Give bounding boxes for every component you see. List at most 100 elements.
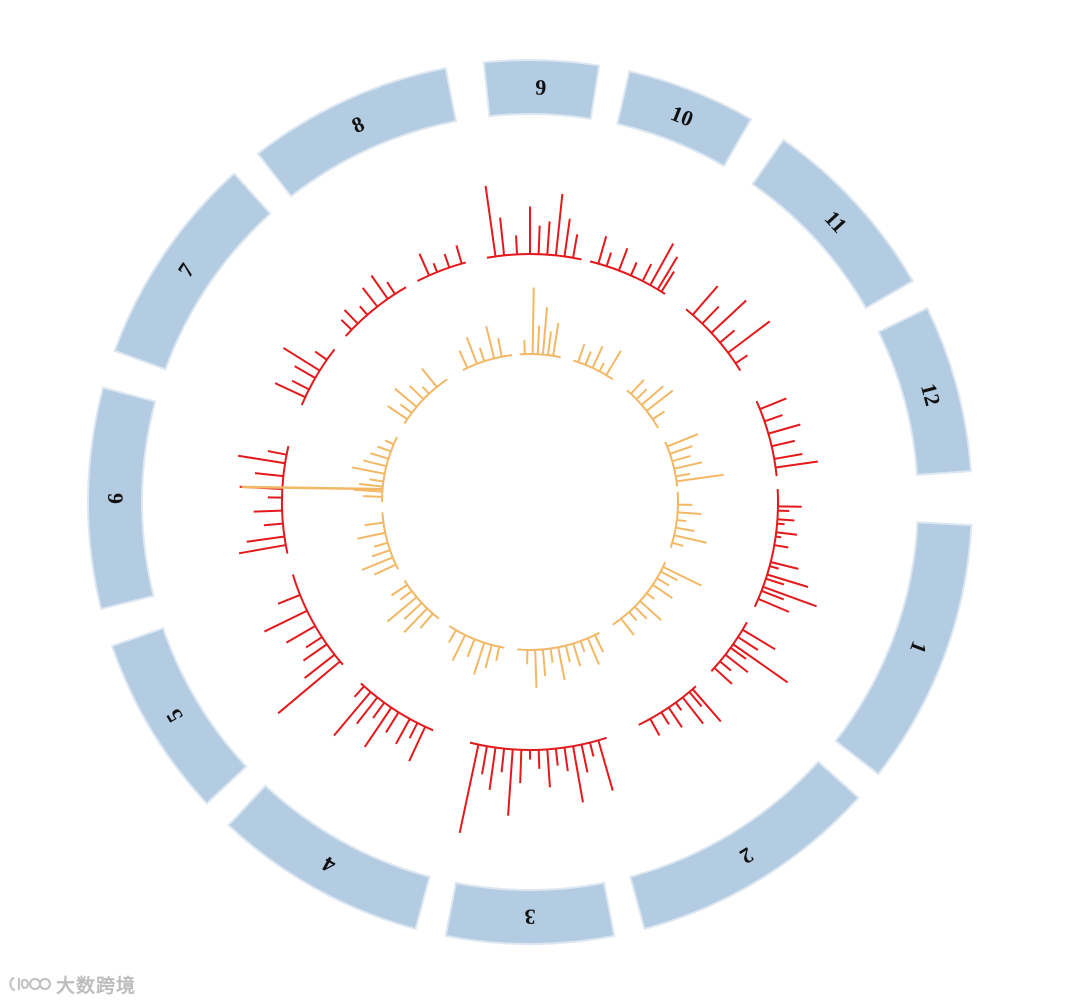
outer-track-baseline-arc [360,682,434,732]
outer-track-bar [238,544,286,555]
outer-track-bar [776,531,798,536]
inner-track-bar [646,592,655,600]
inner-track-bar [403,607,428,634]
inner-track-bar [675,472,690,478]
inner-track-bar [598,362,605,372]
outer-track-bar [363,707,393,748]
outer-track-bar [507,749,514,816]
outer-track-bar [572,234,579,258]
outer-track-bar [285,625,316,644]
segment-label: 3 [525,905,536,930]
outer-track-bar [776,522,785,526]
outer-track-bar [660,711,670,725]
outer-track-bar [774,453,803,460]
outer-track-bar [605,252,612,267]
outer-track-bar [688,691,703,708]
segment-label: 6 [102,493,127,504]
inner-track-bar [593,634,605,653]
segment-band [227,784,431,931]
outer-track-bar [691,688,722,723]
outer-track-bar [757,597,790,613]
outer-track-bar [710,299,747,334]
inner-track-bar [369,478,384,483]
outer-track-bar [519,749,523,784]
outer-track-bar [488,747,497,791]
inner-track-bar [577,343,586,363]
inner-track-bar [458,350,469,369]
chromosome-segment-10: 10 [616,70,753,168]
inner-track-bar [373,563,397,576]
segment-label: 9 [535,75,547,100]
inner-track-bar [466,638,476,658]
outer-track-bar [294,365,316,379]
outer-track-bar [617,247,629,271]
inner-track-baseline-arc [572,359,614,381]
outer-track-bar [277,660,341,715]
outer-track-bar [254,472,284,478]
inner-track-bar [387,405,408,421]
inner-track-bar [628,611,638,622]
inner-track [351,287,724,688]
outer-track-bar [305,636,323,649]
inner-track-bar [484,644,493,669]
inner-track-baseline-arc [381,512,400,570]
inner-track-baseline-arc [462,354,513,372]
outer-track-bar [724,653,749,674]
inner-track-bar [451,634,467,662]
outer-track-bar [333,691,372,737]
inner-track-bar [497,337,503,357]
outer-track-bar [691,285,719,316]
outer-track-bar [408,726,427,762]
outer-track-bar [385,711,400,733]
chromosome-segment-12: 12 [877,306,972,477]
outer-track-bar [768,423,801,435]
inner-track-bar [666,433,699,448]
outer-track-baseline-arc [291,574,344,666]
outer-track-baseline-arc [469,736,607,751]
chromosome-segment-4: 4 [227,784,431,931]
segment-band [751,138,915,310]
inner-track-bar [399,403,413,414]
inner-track-bar [495,646,501,661]
inner-track-bar [630,379,645,395]
outer-track-bar [481,746,488,775]
outer-track-bar [554,193,564,256]
outer-track-baseline-arc [753,488,779,608]
segment-band [834,521,973,776]
outer-track-bar [766,573,809,588]
inner-track-bar [364,521,384,527]
outer-track-bar [274,382,306,399]
spike-line [241,485,383,491]
inner-track-bar [633,605,648,620]
inner-track-bar [584,351,592,366]
outer-track-bar [537,749,541,769]
inner-track-bar [371,549,391,558]
outer-track-bar [572,746,584,803]
inner-track-bar [557,647,566,681]
inner-track-bar [656,577,670,587]
inner-track-bar [541,649,547,677]
inner-track-bar [677,511,702,515]
outer-track-bar [649,718,661,737]
inner-track-bar [572,643,582,667]
inner-track-bar [547,331,552,356]
outer-track-bar [681,696,704,725]
inner-track-bar [662,565,702,587]
inner-track-bar [357,531,386,540]
inner-track-bar [669,445,693,455]
inner-track-bar [676,473,724,483]
inner-track-bar [370,452,389,460]
inner-track-bar [639,600,662,621]
inner-track-baseline-arc [626,389,660,429]
inner-track-bar [635,388,648,400]
outer-track-bar [372,702,386,719]
inner-track-bar [421,367,438,388]
outer-track-bar [246,535,285,543]
segment-band [113,172,272,371]
outer-track-bar [370,274,389,300]
outer-track-baseline-arc [638,685,697,726]
outer-track-bar [777,518,795,522]
inner-track-bar [673,534,707,544]
inner-track-bar [541,307,549,355]
outer-track-baseline-arc [300,348,336,406]
